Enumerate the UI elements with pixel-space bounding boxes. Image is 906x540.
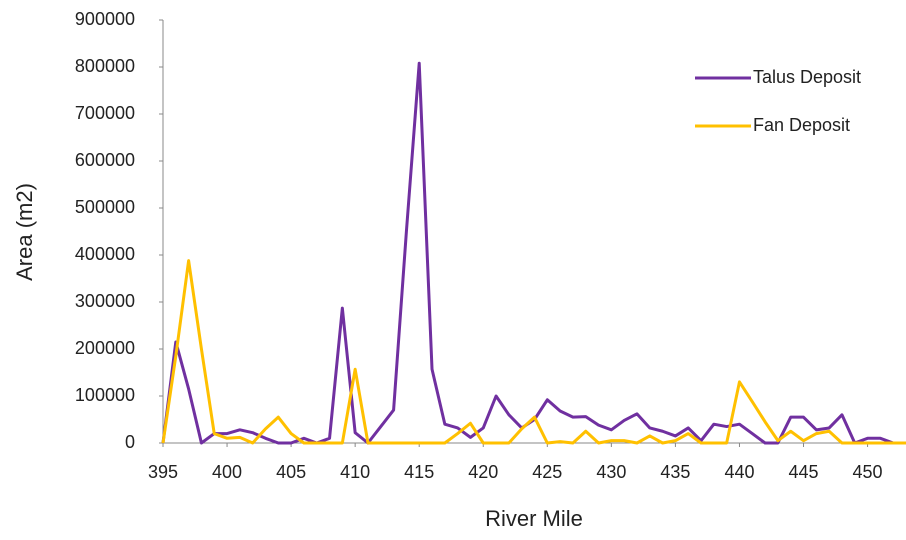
y-tick-label: 0 xyxy=(125,432,135,452)
x-tick-label: 420 xyxy=(468,462,498,482)
y-tick-label: 900000 xyxy=(75,9,135,29)
legend-label: Fan Deposit xyxy=(753,115,850,135)
x-tick-label: 430 xyxy=(596,462,626,482)
y-tick-label: 500000 xyxy=(75,197,135,217)
x-tick-label: 400 xyxy=(212,462,242,482)
x-tick-label: 450 xyxy=(853,462,883,482)
x-tick-label: 435 xyxy=(660,462,690,482)
x-axis-title: River Mile xyxy=(485,506,583,531)
x-tick-label: 425 xyxy=(532,462,562,482)
x-tick-label: 415 xyxy=(404,462,434,482)
y-tick-label: 300000 xyxy=(75,291,135,311)
x-tick-label: 440 xyxy=(724,462,754,482)
y-tick-label: 700000 xyxy=(75,103,135,123)
x-tick-label: 410 xyxy=(340,462,370,482)
y-tick-label: 100000 xyxy=(75,385,135,405)
y-axis-title: Area (m2) xyxy=(12,183,37,281)
x-tick-label: 395 xyxy=(148,462,178,482)
series-line xyxy=(161,259,906,445)
x-tick-label: 445 xyxy=(788,462,818,482)
y-tick-label: 800000 xyxy=(75,56,135,76)
y-tick-label: 600000 xyxy=(75,150,135,170)
y-tick-label: 400000 xyxy=(75,244,135,264)
x-tick-label: 405 xyxy=(276,462,306,482)
y-tick-label: 200000 xyxy=(75,338,135,358)
legend-label: Talus Deposit xyxy=(753,67,861,87)
